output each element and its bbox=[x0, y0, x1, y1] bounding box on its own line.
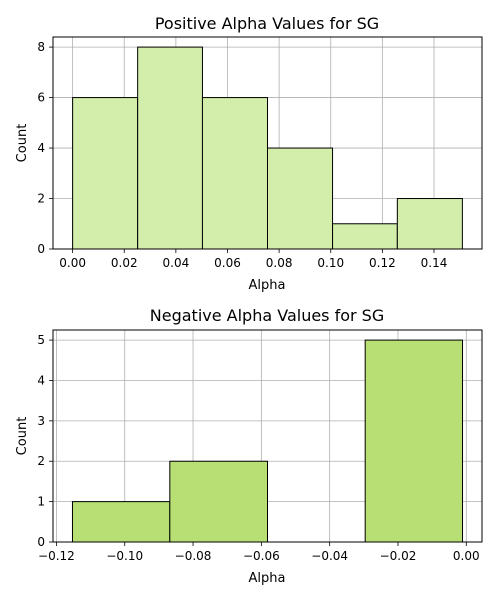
y-tick-label: 8 bbox=[37, 40, 45, 54]
x-axis-label: Alpha bbox=[249, 278, 286, 293]
x-ticks: 0.00 0.02 0.04 0.06 0.08 0.10 0.12 0.14 bbox=[59, 249, 447, 270]
x-tick-label: 0.00 bbox=[453, 549, 480, 563]
plot-frame bbox=[52, 36, 483, 250]
y-tick-label: 4 bbox=[37, 141, 45, 155]
x-tick-label: 0.02 bbox=[111, 256, 138, 270]
y-tick-label: 5 bbox=[37, 333, 45, 347]
histogram-bar bbox=[332, 223, 398, 250]
histogram-bar bbox=[71, 501, 171, 543]
chart-title: Negative Alpha Values for SG bbox=[150, 306, 384, 325]
x-tick-label: 0.00 bbox=[59, 256, 86, 270]
x-tick-label: 0.10 bbox=[317, 256, 344, 270]
histogram-bar bbox=[201, 97, 268, 250]
y-ticks: 0 2 4 6 8 bbox=[37, 40, 53, 256]
histogram-bar bbox=[169, 460, 268, 543]
bars bbox=[72, 46, 463, 250]
chart-title: Positive Alpha Values for SG bbox=[155, 14, 379, 33]
x-tick-label: 0.14 bbox=[421, 256, 448, 270]
bars bbox=[71, 339, 464, 543]
histogram-bar bbox=[396, 198, 463, 250]
y-tick-label: 1 bbox=[37, 495, 45, 509]
y-ticks: 0 1 2 3 4 5 bbox=[37, 333, 53, 549]
x-ticks: −0.12 −0.10 −0.08 −0.06 −0.04 −0.02 0.00 bbox=[38, 542, 480, 563]
y-tick-label: 0 bbox=[37, 535, 45, 549]
y-tick-label: 3 bbox=[37, 414, 45, 428]
negative-alpha-histogram: Negative Alpha Values for SG −0.12 −0.10−… bbox=[15, 306, 483, 586]
x-tick-label: −0.08 bbox=[175, 549, 212, 563]
histogram-bar bbox=[364, 339, 464, 543]
x-tick-label: −0.12 bbox=[38, 549, 75, 563]
y-tick-label: 6 bbox=[37, 91, 45, 105]
plot-frame bbox=[52, 329, 483, 543]
x-tick-label: 0.12 bbox=[369, 256, 396, 270]
histogram-bar bbox=[72, 97, 139, 250]
y-tick-label: 2 bbox=[37, 192, 45, 206]
y-tick-label: 2 bbox=[37, 454, 45, 468]
x-tick-label: 0.04 bbox=[163, 256, 190, 270]
positive-alpha-histogram: Positive Alpha Values for SG 0.00 0.02 0.0… bbox=[15, 14, 483, 293]
x-tick-label: −0.10 bbox=[106, 549, 143, 563]
y-axis-label: Count bbox=[15, 417, 30, 456]
histogram-bar bbox=[267, 147, 334, 250]
x-tick-label: 0.08 bbox=[266, 256, 293, 270]
y-tick-label: 0 bbox=[37, 242, 45, 256]
y-axis-label: Count bbox=[15, 124, 30, 163]
x-tick-label: −0.04 bbox=[311, 549, 348, 563]
x-tick-label: −0.02 bbox=[380, 549, 417, 563]
histogram-bar bbox=[137, 46, 203, 250]
x-axis-label: Alpha bbox=[249, 571, 286, 586]
x-tick-label: 0.06 bbox=[214, 256, 241, 270]
y-tick-label: 4 bbox=[37, 373, 45, 387]
x-tick-label: −0.06 bbox=[243, 549, 280, 563]
